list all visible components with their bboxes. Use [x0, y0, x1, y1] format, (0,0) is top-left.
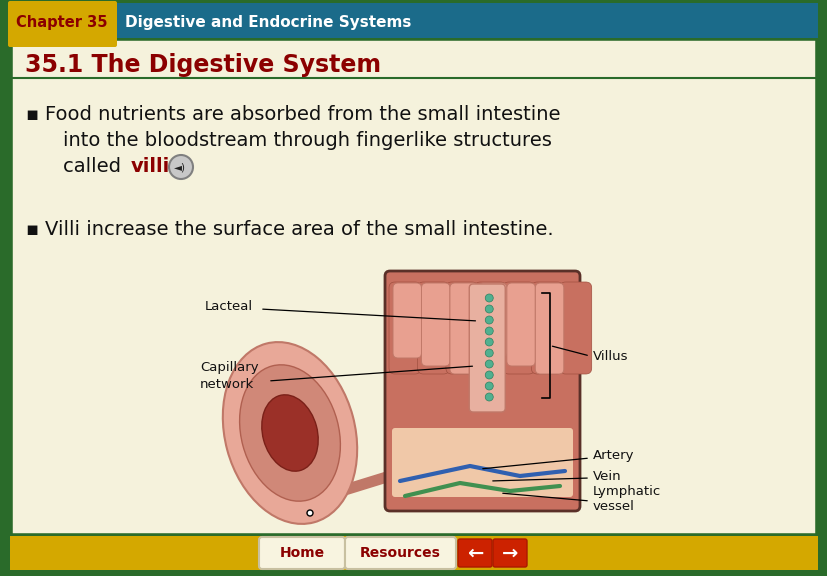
Text: Digestive and Endocrine Systems: Digestive and Endocrine Systems	[125, 14, 411, 29]
FancyBboxPatch shape	[421, 283, 449, 366]
Circle shape	[485, 327, 493, 335]
FancyBboxPatch shape	[531, 282, 562, 374]
FancyBboxPatch shape	[195, 268, 639, 528]
Text: villi.: villi.	[131, 157, 178, 176]
Text: ▪: ▪	[25, 220, 38, 239]
FancyBboxPatch shape	[10, 536, 817, 570]
FancyBboxPatch shape	[385, 271, 579, 511]
Text: Villus: Villus	[592, 350, 628, 362]
Text: →: →	[501, 544, 518, 563]
Text: into the bloodstream through fingerlike structures: into the bloodstream through fingerlike …	[63, 131, 552, 150]
Circle shape	[485, 305, 493, 313]
Text: Resources: Resources	[359, 546, 440, 560]
Text: Artery: Artery	[592, 449, 633, 463]
Circle shape	[485, 349, 493, 357]
FancyBboxPatch shape	[474, 282, 505, 374]
FancyBboxPatch shape	[535, 283, 563, 374]
FancyBboxPatch shape	[506, 283, 535, 366]
Text: ◄): ◄)	[174, 163, 186, 173]
FancyBboxPatch shape	[10, 3, 817, 38]
Text: ▪: ▪	[25, 105, 38, 124]
Ellipse shape	[239, 365, 340, 501]
Circle shape	[485, 393, 493, 401]
FancyBboxPatch shape	[391, 428, 572, 497]
FancyBboxPatch shape	[446, 282, 477, 374]
Text: Chapter 35: Chapter 35	[17, 14, 108, 29]
Text: called: called	[63, 157, 127, 176]
Text: Villi increase the surface area of the small intestine.: Villi increase the surface area of the s…	[45, 220, 553, 239]
Circle shape	[485, 371, 493, 379]
Ellipse shape	[261, 395, 318, 471]
Text: 35.1 The Digestive System: 35.1 The Digestive System	[25, 53, 380, 77]
FancyBboxPatch shape	[559, 282, 591, 374]
Circle shape	[485, 360, 493, 368]
Text: ←: ←	[466, 544, 483, 563]
FancyBboxPatch shape	[502, 282, 534, 374]
FancyBboxPatch shape	[345, 537, 456, 569]
FancyBboxPatch shape	[417, 282, 449, 374]
Circle shape	[485, 294, 493, 302]
Text: Vein: Vein	[592, 469, 621, 483]
FancyBboxPatch shape	[469, 284, 504, 412]
Text: Lacteal: Lacteal	[205, 300, 253, 313]
Text: Capillary
network: Capillary network	[200, 362, 258, 391]
Circle shape	[485, 316, 493, 324]
FancyBboxPatch shape	[457, 539, 491, 567]
FancyBboxPatch shape	[259, 537, 345, 569]
FancyBboxPatch shape	[389, 282, 420, 374]
Circle shape	[307, 510, 313, 516]
FancyBboxPatch shape	[393, 283, 421, 358]
Circle shape	[169, 155, 193, 179]
Text: Food nutrients are absorbed from the small intestine: Food nutrients are absorbed from the sma…	[45, 105, 560, 124]
Ellipse shape	[222, 342, 356, 524]
Text: Home: Home	[279, 546, 324, 560]
Text: Lymphatic
vessel: Lymphatic vessel	[592, 484, 661, 513]
Circle shape	[485, 382, 493, 390]
FancyBboxPatch shape	[449, 283, 478, 374]
FancyBboxPatch shape	[478, 283, 506, 358]
FancyBboxPatch shape	[8, 1, 117, 47]
FancyBboxPatch shape	[492, 539, 526, 567]
Circle shape	[485, 338, 493, 346]
FancyBboxPatch shape	[10, 38, 817, 536]
